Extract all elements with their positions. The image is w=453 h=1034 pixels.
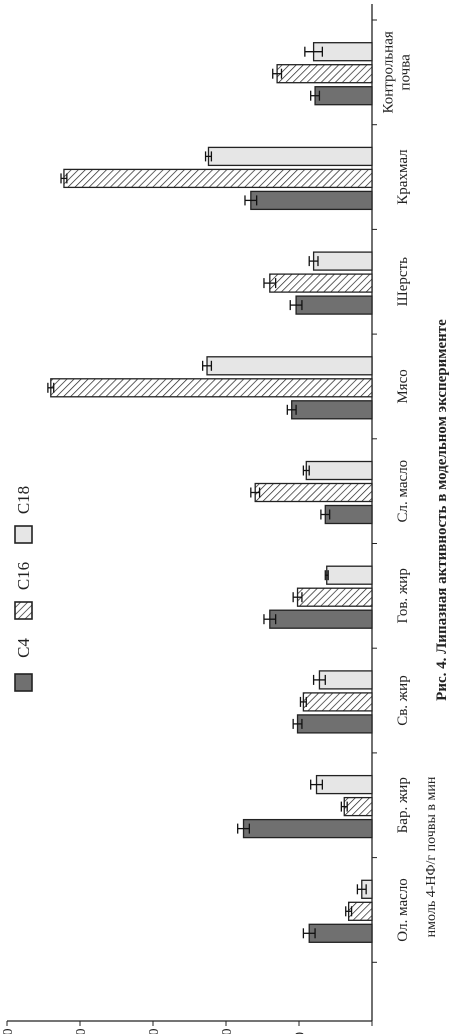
bar [206, 356, 373, 376]
bar [314, 86, 373, 106]
bar [296, 587, 373, 607]
legend-swatch [14, 601, 33, 620]
bar [269, 609, 373, 629]
value-tick-label: 100 [220, 1029, 235, 1034]
bar [324, 504, 373, 525]
y-axis-label: нмоль 4-НФ/г почвы в мин [424, 776, 439, 937]
legend-label: С4 [14, 638, 33, 658]
bar [343, 796, 373, 817]
bar [250, 190, 373, 211]
bar [312, 251, 373, 271]
bar [291, 400, 373, 420]
bars [47, 42, 373, 943]
legend-swatch [14, 525, 33, 544]
category-label: Гов. жир [395, 568, 411, 623]
bar [326, 565, 373, 585]
bar [63, 168, 373, 189]
bar [295, 295, 373, 315]
category-label: Шерсть [395, 257, 411, 307]
bar [296, 714, 373, 734]
bar [302, 692, 373, 712]
legend-swatch [14, 673, 33, 692]
value-tick-label: 200 [74, 1029, 89, 1034]
legend-label: С16 [14, 562, 33, 590]
bar [50, 378, 373, 398]
bar [305, 460, 373, 481]
category-label: Ол. масло [395, 878, 411, 942]
bar [254, 482, 373, 503]
figure-caption: Рис. 4. Липазная активность в модельном … [434, 319, 450, 701]
bar [276, 64, 373, 84]
bar [269, 273, 373, 293]
category-label: Контрольная [381, 31, 397, 113]
category-label: Бар. жир [395, 777, 411, 833]
legend: С4 С16 С18 [14, 486, 33, 692]
value-tick-label: 250 [1, 1029, 16, 1034]
bar [315, 774, 373, 795]
labels: 050100150200250КонтрольнаяпочваКрахмалШе… [1, 31, 414, 1034]
bar [207, 146, 373, 167]
bar [308, 923, 373, 943]
legend-label: С18 [14, 486, 33, 514]
category-label: почва [398, 54, 414, 91]
category-label: Мясо [395, 369, 411, 403]
category-label: Св. жир [395, 675, 411, 725]
category-label: Сл. масло [395, 460, 411, 523]
category-label: Крахмал [395, 149, 411, 205]
value-tick-label: 50 [293, 1032, 308, 1034]
value-tick-label: 150 [147, 1029, 162, 1034]
bar [318, 670, 373, 690]
bar [242, 818, 373, 839]
